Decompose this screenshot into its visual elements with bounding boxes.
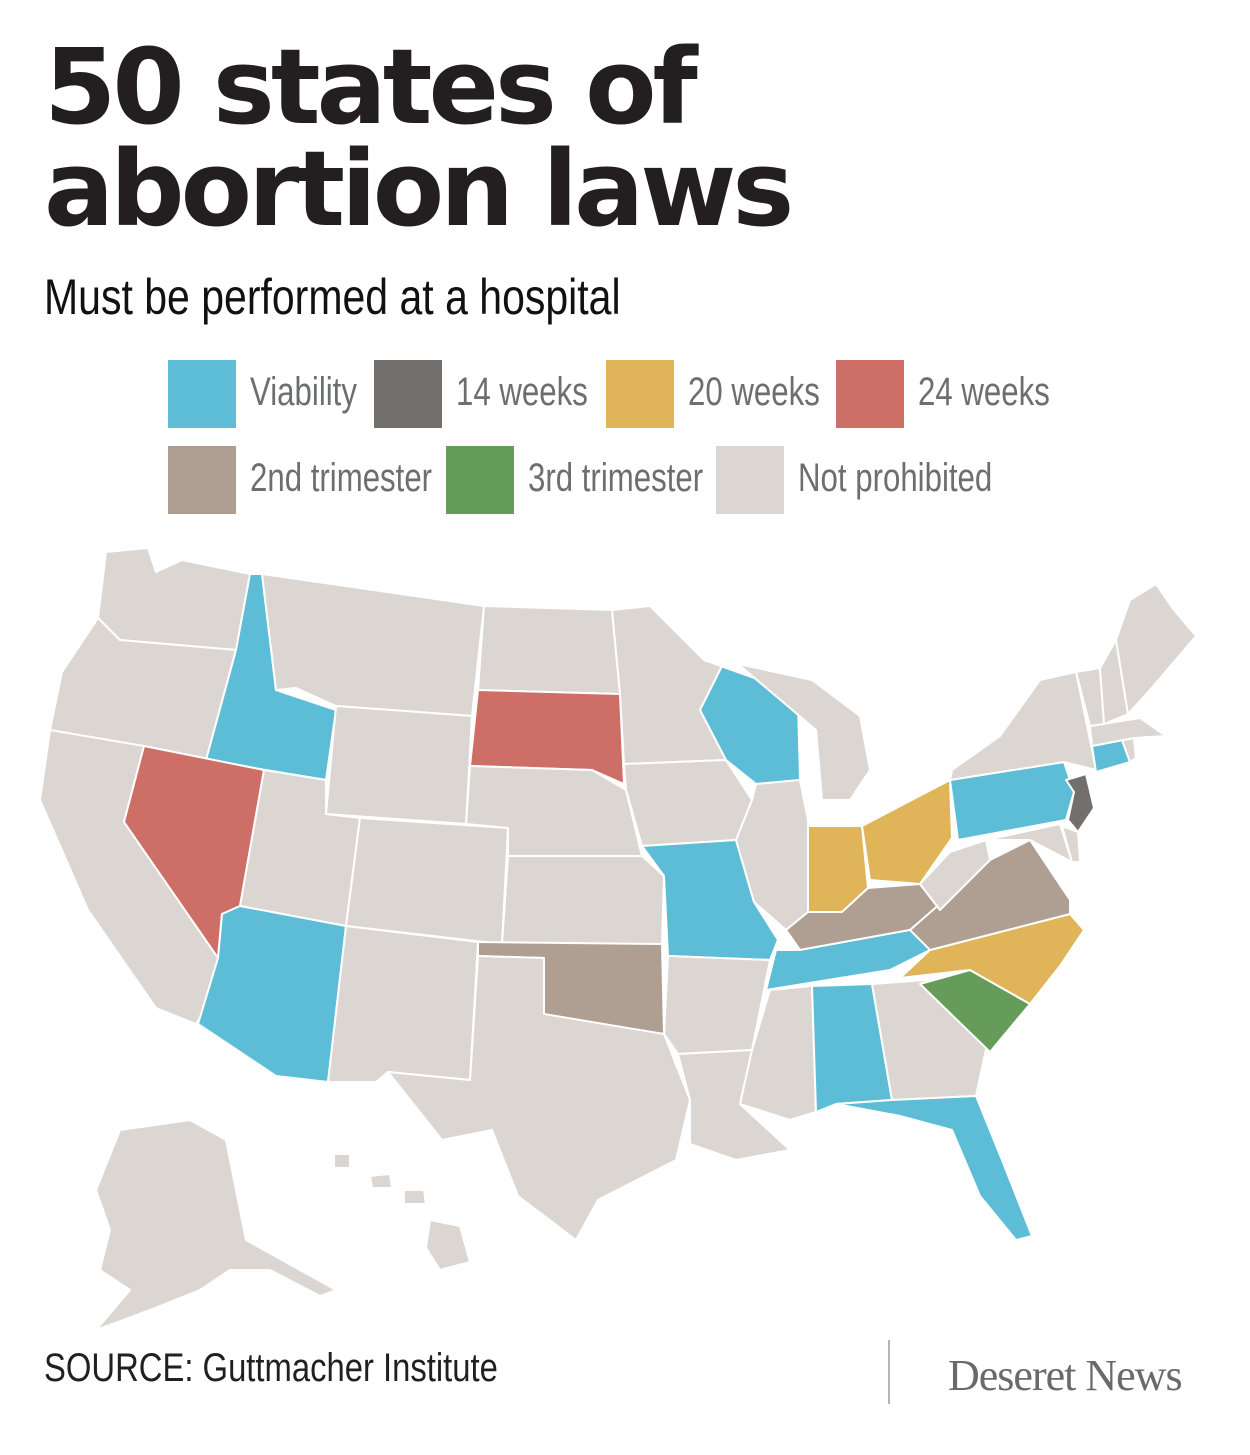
- state-west-virginia: [919, 839, 991, 911]
- state-hawaii-oahu: [369, 1173, 393, 1189]
- state-massachusetts: [1089, 717, 1167, 747]
- state-south-dakota: [469, 689, 625, 785]
- state-washington: [97, 547, 251, 651]
- title: 50 states of abortion laws: [44, 26, 794, 250]
- state-new-york: [949, 671, 1097, 781]
- title-line-1: 50 states of: [44, 26, 698, 148]
- state-wyoming: [325, 705, 473, 825]
- state-maine: [1115, 583, 1197, 715]
- subtitle: Must be performed at a hospital: [44, 269, 621, 325]
- state-alaska: [95, 1119, 337, 1331]
- state-minnesota: [611, 605, 727, 765]
- source-note: SOURCE: Guttmacher Institute: [44, 1346, 498, 1390]
- state-florida: [835, 1095, 1033, 1241]
- state-arkansas: [663, 955, 771, 1055]
- state-texas: [387, 955, 691, 1241]
- state-north-carolina: [899, 913, 1085, 1005]
- publisher-logo: Deseret News: [948, 1351, 1183, 1400]
- state-montana: [261, 573, 485, 717]
- state-michigan: [737, 663, 871, 801]
- state-iowa: [623, 759, 753, 847]
- state-kansas: [501, 855, 665, 945]
- state-north-dakota: [477, 605, 621, 695]
- state-arizona: [197, 905, 347, 1083]
- footer-divider: [888, 1340, 890, 1404]
- state-hawaii-maui: [403, 1189, 427, 1205]
- state-new-mexico: [327, 925, 479, 1083]
- state-ohio: [861, 779, 953, 885]
- state-georgia: [871, 979, 989, 1101]
- state-colorado: [345, 817, 509, 945]
- title-line-2: abortion laws: [44, 128, 794, 250]
- state-delaware: [1061, 825, 1081, 863]
- state-hawaii-kauai: [333, 1153, 351, 1169]
- state-hawaii-big-island: [425, 1219, 471, 1271]
